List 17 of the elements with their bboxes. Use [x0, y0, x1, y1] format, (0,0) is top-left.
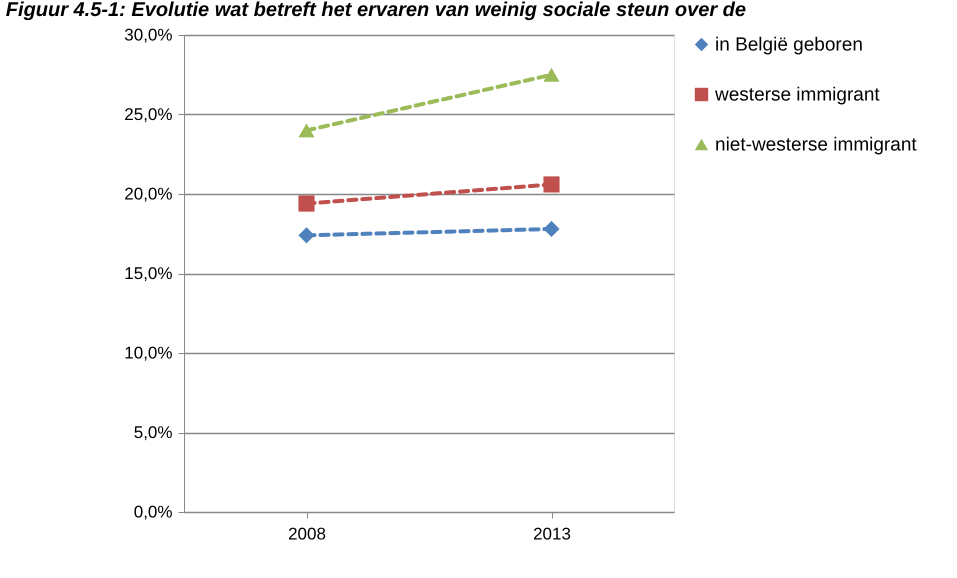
legend-label: niet-westerse immigrant [715, 134, 918, 156]
x-tick-label: 2013 [533, 524, 571, 544]
y-tick-label: 25,0% [124, 105, 172, 124]
x-tick-label: 2008 [288, 524, 326, 544]
chart-title: Figuur 4.5-1: Evolutie wat betreft het ervaren van weinig sociale steun over de [6, 0, 746, 21]
y-tick-label: 10,0% [124, 344, 172, 362]
y-tick-label: 30,0% [124, 26, 172, 44]
point [298, 195, 315, 212]
point [298, 227, 315, 244]
legend-label: in België geboren [715, 34, 863, 56]
point [543, 176, 560, 193]
y-tick-label: 5,0% [134, 423, 172, 442]
y-tick-label: 15,0% [124, 264, 172, 283]
y-tick-label: 20,0% [124, 184, 172, 204]
point [543, 220, 560, 238]
legend-label: westerse immigrant [714, 84, 880, 106]
y-tick-label: 0,0% [134, 502, 172, 522]
